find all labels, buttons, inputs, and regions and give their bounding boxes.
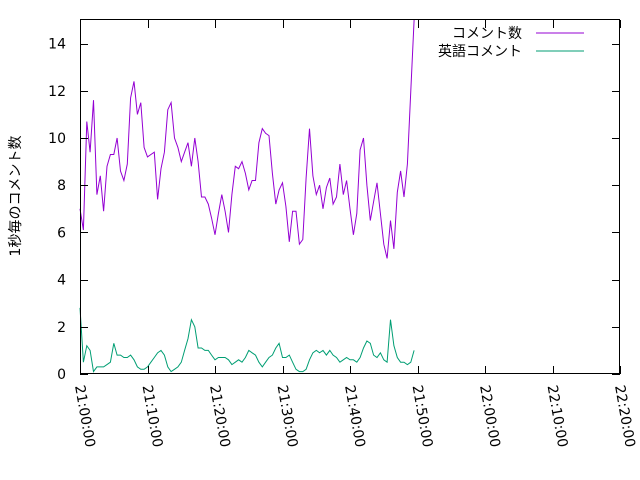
series-line-1 [79, 19, 415, 259]
y-tick-labels: 0 2 4 6 8 10 12 14 [48, 37, 66, 383]
y-tick-label-6: 12 [48, 84, 66, 100]
plot-area [79, 19, 415, 373]
y-tick-label-4: 8 [57, 178, 66, 194]
axis-ticks [80, 20, 621, 375]
legend-label-2: 英語コメント [438, 43, 522, 60]
legend-label-1: コメント数 [452, 26, 522, 42]
y-tick-label-7: 14 [48, 37, 66, 53]
plot-frame [80, 19, 620, 374]
y-tick-label-1: 2 [57, 320, 66, 336]
y-tick-label-5: 10 [48, 131, 66, 147]
y-tick-label-2: 4 [57, 273, 66, 289]
y-tick-label-3: 6 [57, 225, 66, 241]
series-line-2 [79, 307, 415, 373]
y-axis-label: 1秒毎のコメント数 [8, 136, 24, 257]
y-tick-label-0: 0 [57, 367, 66, 383]
